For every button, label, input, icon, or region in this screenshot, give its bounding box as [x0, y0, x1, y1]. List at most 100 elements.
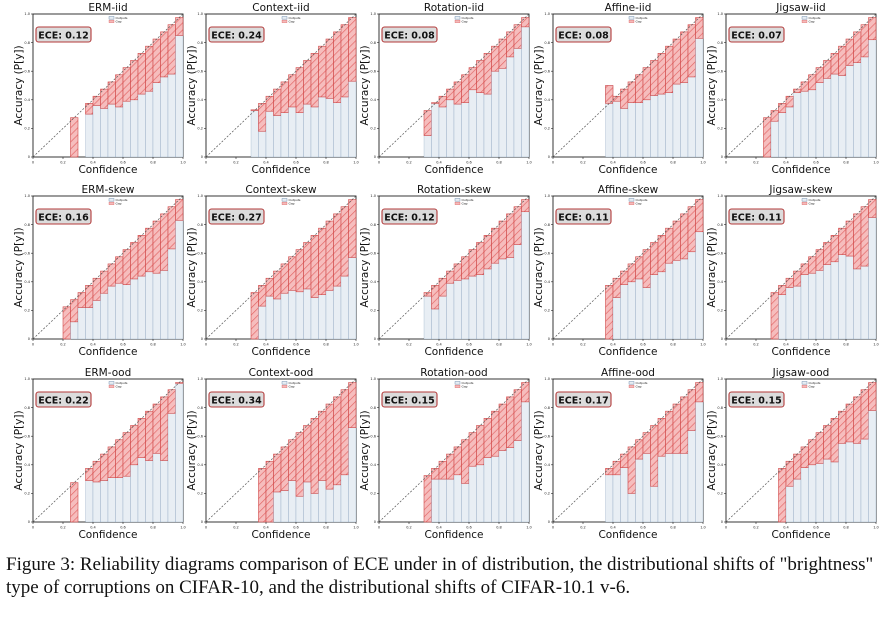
output-bar [860, 265, 869, 340]
legend-swatch-outputs [108, 381, 115, 385]
output-bar [280, 293, 289, 340]
x-tick-label: 0.6 [813, 343, 819, 347]
x-axis-label: Confidence [78, 346, 137, 358]
gap-bar [137, 418, 146, 458]
ece-label: ECE: 0.15 [384, 395, 435, 406]
legend-swatch-outputs [628, 198, 635, 202]
x-tick-label: 0.2 [60, 161, 66, 165]
output-bar [325, 98, 334, 158]
legend-swatch-gap [454, 384, 461, 388]
output-bar [650, 95, 659, 158]
output-bar [85, 113, 94, 158]
y-axis-label: Accuracy (P[y]) [13, 410, 25, 490]
output-bar [340, 275, 349, 340]
gap-bar [665, 410, 674, 454]
ece-label: ECE: 0.11 [558, 212, 609, 223]
legend-swatch-gap [801, 19, 808, 23]
output-bar [657, 456, 666, 523]
y-tick-label: 0.4 [24, 98, 30, 102]
gap-bar [167, 389, 176, 414]
gap-bar [62, 306, 71, 340]
output-bar [778, 112, 787, 158]
x-tick-label: 0.6 [120, 526, 126, 530]
gap-bar [657, 418, 666, 457]
output-bar [115, 283, 124, 340]
output-bar [808, 464, 817, 523]
legend-swatch-outputs [108, 198, 115, 202]
gap-bar [152, 220, 161, 274]
reliability-panel: 00 0.2 0.2 0.4 0.4 0.6 0.6 0.8 0.8 1.0 1.0 Jigsaw-i… [706, 2, 879, 176]
gap-bar [122, 67, 131, 102]
y-tick-label: 0.6 [197, 434, 203, 438]
x-tick-label: 0.8 [323, 161, 329, 165]
output-bar [513, 244, 522, 340]
gap-bar [280, 81, 289, 113]
output-bar [160, 270, 169, 340]
gap-bar [657, 53, 666, 95]
output-bar [295, 496, 304, 523]
x-tick-label: 0.4 [436, 526, 442, 530]
legend-swatch-gap [108, 19, 115, 23]
output-bar [521, 211, 530, 340]
gap-bar [665, 227, 674, 264]
legend-swatch-outputs [628, 381, 635, 385]
output-bar [687, 430, 696, 523]
legend-swatch-outputs [108, 16, 115, 20]
output-bar [310, 493, 319, 523]
y-tick-label: 0.8 [544, 223, 550, 227]
output-bar [167, 73, 176, 158]
gap-bar [838, 45, 847, 76]
chart-title: Context-skew [245, 184, 317, 196]
legend-label-outputs: Outputs [289, 198, 301, 202]
output-bar [137, 275, 146, 340]
x-tick-label: 1.0 [873, 526, 879, 530]
output-bar [868, 410, 877, 523]
ece-label: ECE: 0.34 [211, 395, 262, 406]
x-tick-label: 0.4 [263, 161, 269, 165]
output-bar [830, 461, 839, 523]
gap-bar [431, 468, 440, 480]
gap-bar [808, 439, 817, 466]
ece-box [381, 391, 438, 408]
gap-bar [793, 88, 802, 93]
output-bar [152, 453, 161, 523]
output-bar [115, 106, 124, 158]
chart-title: Context-iid [252, 2, 309, 14]
output-bar [657, 93, 666, 158]
legend-label-outputs: Outputs [809, 381, 821, 385]
reliability-panel: 00 0.2 0.2 0.4 0.4 0.6 0.6 0.8 0.8 1.0 1.0 Affine-o… [533, 367, 706, 540]
legend-swatch-gap [281, 19, 288, 23]
output-bar [815, 82, 824, 158]
output-bar [650, 274, 659, 340]
legend-swatch-outputs [801, 16, 808, 20]
output-bar [145, 271, 154, 340]
y-tick-label: 0.8 [717, 41, 723, 45]
output-bar [521, 401, 530, 523]
y-axis-label: Accuracy (P[y]) [13, 227, 25, 307]
y-tick-label: 0.2 [717, 309, 723, 313]
x-tick-label: 0.8 [670, 343, 676, 347]
gap-bar [85, 103, 94, 115]
y-tick-label: 0 [28, 155, 30, 159]
y-tick-label: 0.8 [717, 406, 723, 410]
y-tick-label: 1.0 [197, 194, 203, 198]
output-bar [340, 474, 349, 523]
output-bar [85, 307, 94, 340]
gap-bar [122, 432, 131, 477]
output-bar [92, 105, 101, 158]
y-tick-label: 0.6 [24, 434, 30, 438]
gap-bar [310, 53, 319, 108]
gap-bar [498, 403, 507, 451]
x-tick-label: 0.2 [580, 526, 586, 530]
legend-label-outputs: Outputs [809, 198, 821, 202]
output-bar [107, 103, 116, 158]
reliability-panel: 00 0.2 0.2 0.4 0.4 0.6 0.6 0.8 0.8 1.0 1.0 Context-… [186, 184, 359, 358]
output-bar [657, 271, 666, 340]
gap-bar [845, 220, 854, 257]
y-tick-label: 0.2 [197, 127, 203, 131]
x-axis-label: Confidence [598, 164, 657, 176]
output-bar [785, 287, 794, 340]
reliability-panel: 00 0.2 0.2 0.4 0.4 0.6 0.6 0.8 0.8 1.0 1.0 Rotation… [359, 367, 532, 540]
legend-label-gap: Gap [289, 20, 295, 24]
x-tick-label: 0 [205, 161, 207, 165]
